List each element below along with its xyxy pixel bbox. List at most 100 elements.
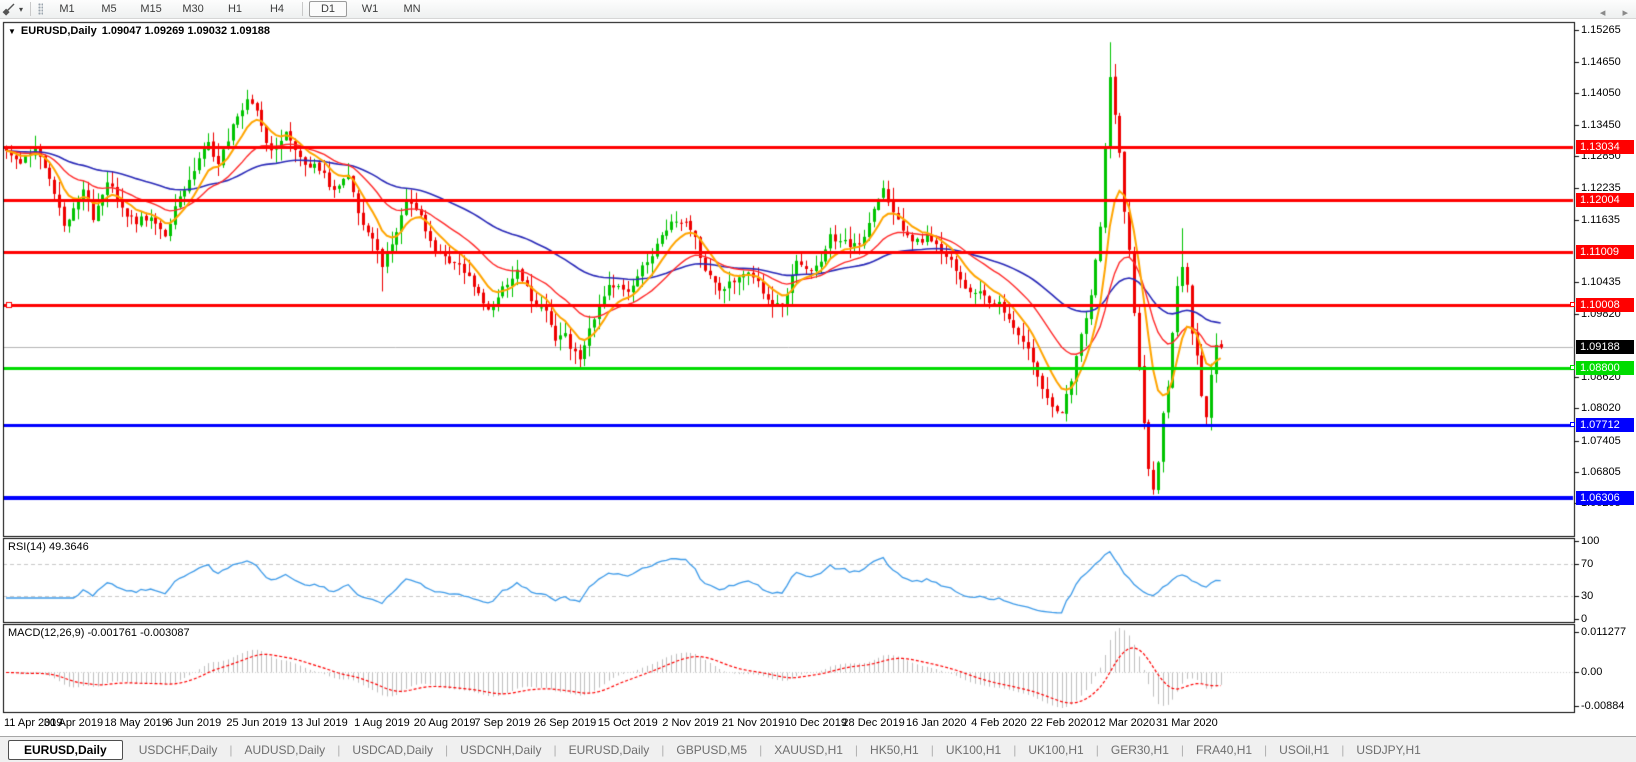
x-axis-date: 31 Mar 2020 <box>1156 717 1218 729</box>
x-axis-date: 11 Apr 2019 <box>4 717 63 729</box>
y-axis-tick: 1.08020 <box>1581 402 1621 415</box>
chart-tab-usoil-h1[interactable]: USOil,H1 <box>1279 742 1330 757</box>
chart-tab-eurusd-daily[interactable]: EURUSD,Daily <box>568 742 650 757</box>
chart-tab-fra40-h1[interactable]: FRA40,H1 <box>1196 742 1253 757</box>
x-axis-date: 6 Jun 2019 <box>166 717 222 729</box>
timeframe-button-m5[interactable]: M5 <box>101 3 117 15</box>
x-axis-date: 10 Dec 2019 <box>784 717 847 729</box>
cursor-draw-tool-icon[interactable] <box>2 2 16 16</box>
y-axis-tick: 1.13450 <box>1581 118 1621 131</box>
x-axis-date: 20 Aug 2019 <box>413 717 476 729</box>
chart-tab-usdjpy-h1[interactable]: USDJPY,H1 <box>1356 742 1421 757</box>
tab-separator: | <box>229 742 233 757</box>
timeframe-button-h1[interactable]: H1 <box>227 3 243 15</box>
chart-tab-eurusd-daily[interactable]: EURUSD,Daily <box>8 739 123 760</box>
rsi-axis-tick: 30 <box>1581 589 1594 602</box>
x-axis-date: 26 Sep 2019 <box>533 717 597 729</box>
rsi-axis-tick: 70 <box>1581 558 1594 571</box>
timeframe-button-h4[interactable]: H4 <box>269 3 285 15</box>
toolbar-separator <box>30 2 32 16</box>
chart-title: ▼ EURUSD,Daily 1.09047 1.09269 1.09032 1… <box>8 25 270 37</box>
chart-tab-xauusd-h1[interactable]: XAUUSD,H1 <box>774 742 843 757</box>
x-axis-date: 21 Nov 2019 <box>721 717 785 729</box>
timeframe-button-m15[interactable]: M15 <box>140 3 162 15</box>
x-axis-date: 16 Jan 2020 <box>905 717 967 729</box>
y-axis-tick: 1.15265 <box>1581 24 1621 36</box>
x-axis-date: 1 Aug 2019 <box>354 717 410 729</box>
chart-tab-uk100-h1[interactable]: UK100,H1 <box>1028 742 1084 757</box>
chevron-down-icon[interactable]: ▾ <box>19 4 24 14</box>
y-axis-tick: 1.10435 <box>1581 276 1621 289</box>
tab-scroll-left-icon[interactable]: ◂ <box>1599 7 1606 19</box>
rsi-axis-tick: 0 <box>1581 613 1588 625</box>
tab-separator: | <box>854 742 859 757</box>
macd-label: MACD(12,26,9) -0.001761 -0.003087 <box>8 627 190 639</box>
tab-scroll-arrows: ◂ ▸ <box>1586 6 1628 19</box>
tab-separator: | <box>661 742 665 757</box>
tab-separator: | <box>1095 742 1099 757</box>
chart-tab-hk50-h1[interactable]: HK50,H1 <box>870 742 919 757</box>
chart-tabs: EURUSD,Daily USDCHF,Daily | AUDUSD,Daily | US… <box>0 736 1636 762</box>
x-axis-date: 30 Apr 2019 <box>43 717 104 729</box>
x-axis-date: 7 Sep 2019 <box>474 717 531 729</box>
symbol-dropdown-icon[interactable]: ▼ <box>8 26 16 36</box>
y-axis-tick: 1.11635 <box>1581 213 1620 226</box>
tab-separator: | <box>445 742 449 757</box>
toolbar: ▾ M1 M5 M15 M30 H1 H4 D1 W1 MN <box>0 0 1636 19</box>
y-axis-tick: 1.06805 <box>1581 465 1621 478</box>
hline-drag-handle[interactable] <box>1570 301 1575 307</box>
hline-price-label[interactable]: 1.10008 <box>1576 297 1634 312</box>
x-axis-date: 18 May 2019 <box>104 717 168 729</box>
tab-separator: | <box>1180 742 1185 757</box>
tab-scroll-right-icon[interactable]: ▸ <box>1622 7 1628 19</box>
tab-separator: | <box>553 742 557 757</box>
tab-separator: | <box>1341 742 1345 757</box>
timeframe-button-m1[interactable]: M1 <box>59 3 75 15</box>
hline-drag-handle[interactable] <box>1570 421 1575 427</box>
chart-tab-uk100-h1[interactable]: UK100,H1 <box>945 742 1002 757</box>
x-axis-date: 4 Feb 2020 <box>971 717 1027 729</box>
x-axis-date: 28 Dec 2019 <box>842 717 905 729</box>
y-axis-tick: 1.12235 <box>1581 182 1621 195</box>
macd-axis-tick: -0.00884 <box>1581 700 1625 712</box>
timeframe-button-mn[interactable]: MN <box>403 3 421 15</box>
y-axis-tick: 1.14050 <box>1581 87 1621 100</box>
current-price-label: 1.09188 <box>1576 340 1634 355</box>
timeframe-button-m30[interactable]: M30 <box>182 3 204 15</box>
macd-axis-tick: 0.011277 <box>1581 626 1627 638</box>
chart-tab-usdcnh-daily[interactable]: USDCNH,Daily <box>460 742 542 757</box>
hline-drag-handle[interactable] <box>1570 364 1575 370</box>
tab-separator: | <box>930 742 934 757</box>
rsi-label: RSI(14) 49.3646 <box>8 541 89 553</box>
chart-tab-ger30-h1[interactable]: GER30,H1 <box>1110 742 1169 757</box>
x-axis-date: 25 Jun 2019 <box>226 717 287 729</box>
y-axis-tick: 1.14650 <box>1581 56 1621 69</box>
hline-price-label[interactable]: 1.06306 <box>1576 491 1634 506</box>
hline-price-label[interactable]: 1.08800 <box>1576 360 1634 375</box>
chart-title-ohlc: 1.09047 1.09269 1.09032 1.09188 <box>101 25 270 37</box>
timeframe-button-d1[interactable]: D1 <box>309 1 348 17</box>
tab-separator: | <box>759 742 763 757</box>
tab-separator: | <box>1264 742 1268 757</box>
chart-title-symbol: EURUSD,Daily <box>20 25 97 37</box>
x-axis-date: 15 Oct 2019 <box>597 717 658 729</box>
x-axis-date: 2 Nov 2019 <box>662 717 719 729</box>
hline-price-label[interactable]: 1.07712 <box>1576 417 1634 432</box>
x-axis-date: 12 Mar 2020 <box>1093 717 1156 729</box>
toolbar-grip <box>38 3 44 15</box>
x-axis-date: 22 Feb 2020 <box>1030 717 1093 729</box>
chart-canvas[interactable] <box>0 0 1636 714</box>
tab-separator: | <box>1013 742 1017 757</box>
y-axis-tick: 1.07405 <box>1581 434 1621 447</box>
macd-axis-tick: 0.00 <box>1581 666 1603 679</box>
tab-separator: | <box>337 742 341 757</box>
hline-price-label[interactable]: 1.12004 <box>1576 193 1634 208</box>
hline-price-label[interactable]: 1.13034 <box>1576 139 1634 154</box>
chart-tab-gbpusd-m5[interactable]: GBPUSD,M5 <box>676 742 748 757</box>
timeframe-button-w1[interactable]: W1 <box>361 3 379 15</box>
x-axis-date: 13 Jul 2019 <box>290 717 348 729</box>
chart-tab-usdchf-daily[interactable]: USDCHF,Daily <box>138 742 218 757</box>
chart-tab-usdcad-daily[interactable]: USDCAD,Daily <box>352 742 433 757</box>
hline-price-label[interactable]: 1.11009 <box>1576 245 1634 260</box>
chart-tab-audusd-daily[interactable]: AUDUSD,Daily <box>244 742 326 757</box>
